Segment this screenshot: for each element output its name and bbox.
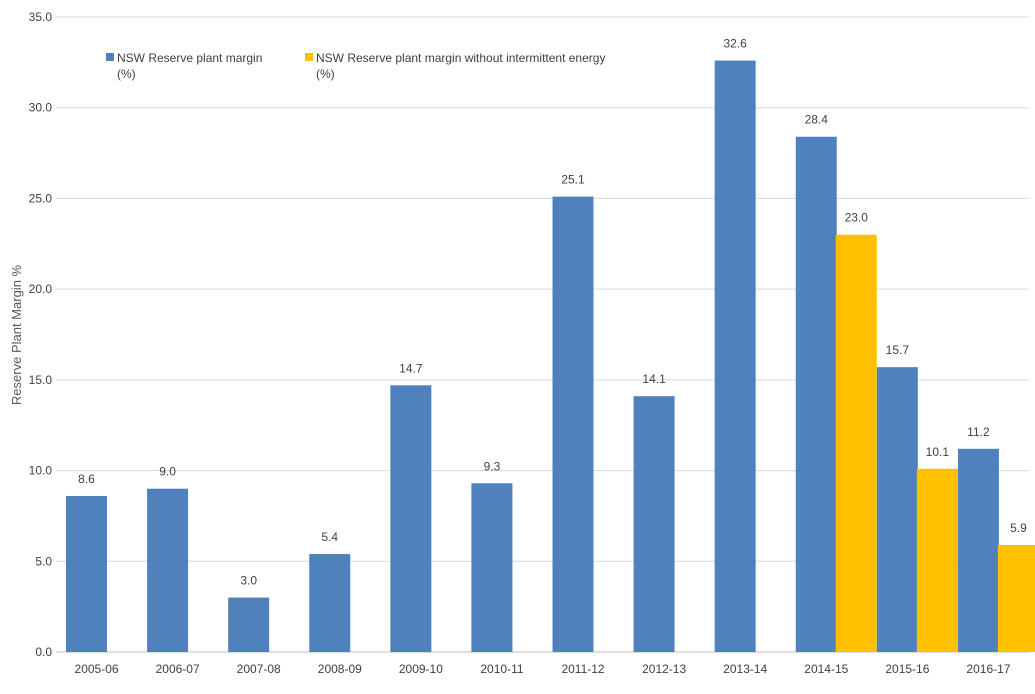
data-label: 15.7 bbox=[886, 343, 910, 357]
x-tick-label: 2010-11 bbox=[480, 662, 523, 676]
bar-series-1 bbox=[633, 396, 675, 652]
bar-series-1 bbox=[876, 367, 918, 652]
legend: NSW Reserve plant margin (%) NSW Reserve… bbox=[106, 51, 605, 81]
bar-series-1 bbox=[552, 196, 594, 652]
y-tick-label: 35.0 bbox=[29, 10, 53, 24]
x-tick-label: 2012-13 bbox=[642, 662, 686, 676]
bar-series-1 bbox=[471, 483, 513, 652]
bar-series-1 bbox=[66, 495, 107, 652]
bar-series-1 bbox=[795, 136, 837, 652]
data-label: 8.6 bbox=[78, 472, 95, 486]
x-tick-label: 2007-08 bbox=[237, 662, 281, 676]
bar-series-1 bbox=[228, 597, 270, 652]
data-label: 5.4 bbox=[321, 530, 338, 544]
y-tick-label: 30.0 bbox=[29, 101, 53, 115]
bar-series-1 bbox=[957, 448, 999, 652]
data-label: 14.1 bbox=[642, 372, 666, 386]
x-tick-label: 2006-07 bbox=[156, 662, 200, 676]
data-label: 23.0 bbox=[845, 211, 869, 225]
bar-series-1 bbox=[390, 385, 432, 652]
data-label: 28.4 bbox=[805, 113, 829, 127]
x-tick-label: 2013-14 bbox=[723, 662, 767, 676]
y-tick-label: 15.0 bbox=[29, 373, 53, 387]
legend-swatch-series-2 bbox=[305, 53, 313, 61]
y-axis-ticks: 0.0 5.0 10.0 15.0 20.0 25.0 30.0 35.0 bbox=[29, 10, 53, 659]
legend-swatch-series-1 bbox=[106, 53, 114, 61]
data-label: 32.6 bbox=[723, 37, 747, 51]
x-axis-categories: 2005-06 2006-07 2007-08 2008-09 2009-10 2010-… bbox=[75, 662, 1011, 676]
x-tick-label: 2009-10 bbox=[399, 662, 443, 676]
y-tick-label: 0.0 bbox=[35, 645, 52, 659]
legend-label-series-1-line1: NSW Reserve plant margin bbox=[117, 51, 262, 65]
data-label: 11.2 bbox=[967, 425, 990, 439]
y-tick-label: 10.0 bbox=[29, 464, 53, 478]
data-label: 9.0 bbox=[159, 465, 176, 479]
y-tick-label: 20.0 bbox=[29, 282, 53, 296]
x-tick-label: 2005-06 bbox=[75, 662, 119, 676]
bars: 8.6 9.0 3.0 5.4 14.7 9.3 25.1 14.1 32.6 28.4 23.0 1… bbox=[66, 37, 1035, 653]
bar-series-2 bbox=[997, 544, 1035, 652]
legend-label-series-2-line1: NSW Reserve plant margin without intermi… bbox=[316, 51, 605, 65]
bar-series-2 bbox=[916, 468, 958, 652]
data-label: 5.9 bbox=[1010, 521, 1027, 535]
y-tick-label: 5.0 bbox=[35, 554, 52, 568]
x-tick-label: 2015-16 bbox=[885, 662, 929, 676]
bar-series-2 bbox=[835, 234, 877, 652]
bar-series-1 bbox=[147, 488, 189, 652]
x-tick-label: 2011-12 bbox=[561, 662, 604, 676]
y-tick-label: 25.0 bbox=[29, 191, 53, 205]
data-label: 25.1 bbox=[561, 173, 585, 187]
data-label: 9.3 bbox=[484, 459, 501, 473]
data-label: 10.1 bbox=[926, 445, 950, 459]
y-axis-title: Reserve Plant Margin % bbox=[9, 264, 24, 405]
x-tick-label: 2014-15 bbox=[804, 662, 848, 676]
x-tick-label: 2008-09 bbox=[318, 662, 362, 676]
data-label: 14.7 bbox=[399, 361, 423, 375]
x-tick-label: 2016-17 bbox=[966, 662, 1010, 676]
gridlines bbox=[56, 16, 1029, 653]
legend-label-series-2-line2: (%) bbox=[316, 67, 335, 81]
data-label: 3.0 bbox=[240, 574, 257, 588]
bar-series-1 bbox=[309, 554, 351, 652]
bar-series-1 bbox=[714, 60, 756, 653]
legend-label-series-1-line2: (%) bbox=[117, 67, 136, 81]
